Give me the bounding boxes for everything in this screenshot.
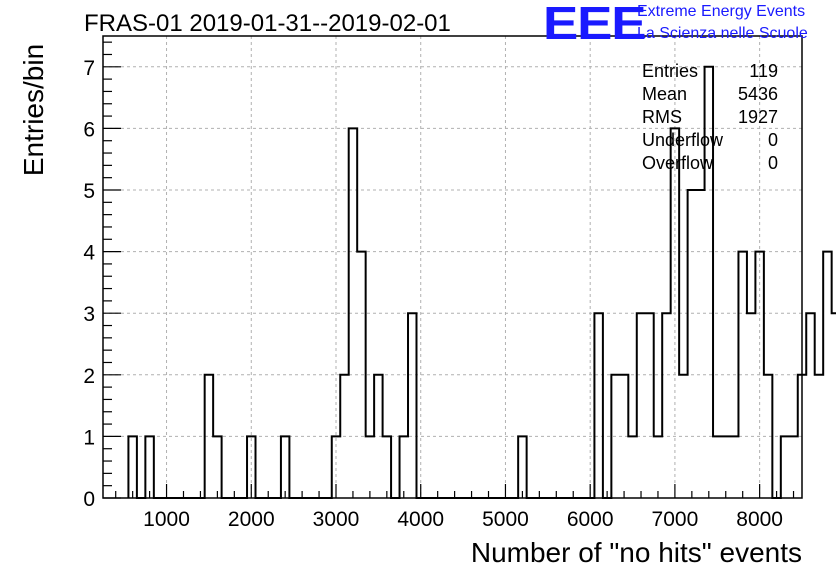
y-tick-label: 5 — [83, 180, 95, 203]
x-axis-label: Number of "no hits" events — [470, 537, 802, 568]
axis-ticks — [103, 41, 795, 499]
logo-line-1: Extreme Energy Events — [637, 3, 806, 20]
x-tick-label: 8000 — [736, 508, 783, 531]
x-tick-label: 4000 — [397, 508, 444, 531]
stats-value: 0 — [767, 130, 778, 150]
tick-labels: 1000 2000 3000 4000 5000 6000 7000 8000 0 1 2 3 4 5 6 7 — [83, 57, 783, 531]
stats-label: Entries — [642, 61, 699, 81]
y-tick-label: 6 — [83, 118, 95, 141]
y-axis-label: Entries/bin — [18, 43, 49, 177]
stats-row-entries: Entries 119 — [642, 60, 778, 83]
x-tick-label: 3000 — [313, 508, 360, 531]
logo-line-2: La Scienza nelle Scuole — [637, 25, 808, 42]
x-tick-label: 6000 — [567, 508, 614, 531]
y-tick-label: 0 — [83, 488, 95, 511]
stats-value: 0 — [767, 153, 778, 173]
chart-title: FRAS-01 2019-01-31--2019-02-01 — [84, 10, 451, 37]
stats-label: RMS — [642, 107, 682, 127]
y-tick-label: 1 — [83, 426, 95, 449]
stats-value: 119 — [749, 61, 778, 81]
x-tick-label: 5000 — [482, 508, 529, 531]
stats-row-mean: Mean 5436 — [642, 83, 778, 106]
stats-value: 1927 — [737, 107, 778, 127]
y-tick-label: 3 — [83, 303, 95, 326]
stats-row-underflow: Underflow 0 — [642, 129, 778, 152]
y-tick-label: 4 — [83, 242, 95, 265]
stats-box: Entries 119 Mean 5436 RMS 1927 Underflow… — [642, 60, 778, 175]
y-tick-label: 7 — [83, 57, 95, 80]
stats-label: Underflow — [642, 130, 724, 150]
stats-row-overflow: Overflow 0 — [642, 152, 778, 175]
plot-frame — [102, 35, 803, 499]
stats-row-rms: RMS 1927 — [642, 106, 778, 129]
eee-logo: EEE — [543, 0, 647, 49]
y-tick-label: 2 — [83, 365, 95, 388]
x-tick-label: 7000 — [652, 508, 699, 531]
stats-label: Overflow — [642, 153, 714, 173]
stats-value: 5436 — [737, 84, 778, 104]
x-tick-label: 1000 — [143, 508, 190, 531]
stats-label: Mean — [642, 84, 688, 104]
x-tick-label: 2000 — [228, 508, 275, 531]
